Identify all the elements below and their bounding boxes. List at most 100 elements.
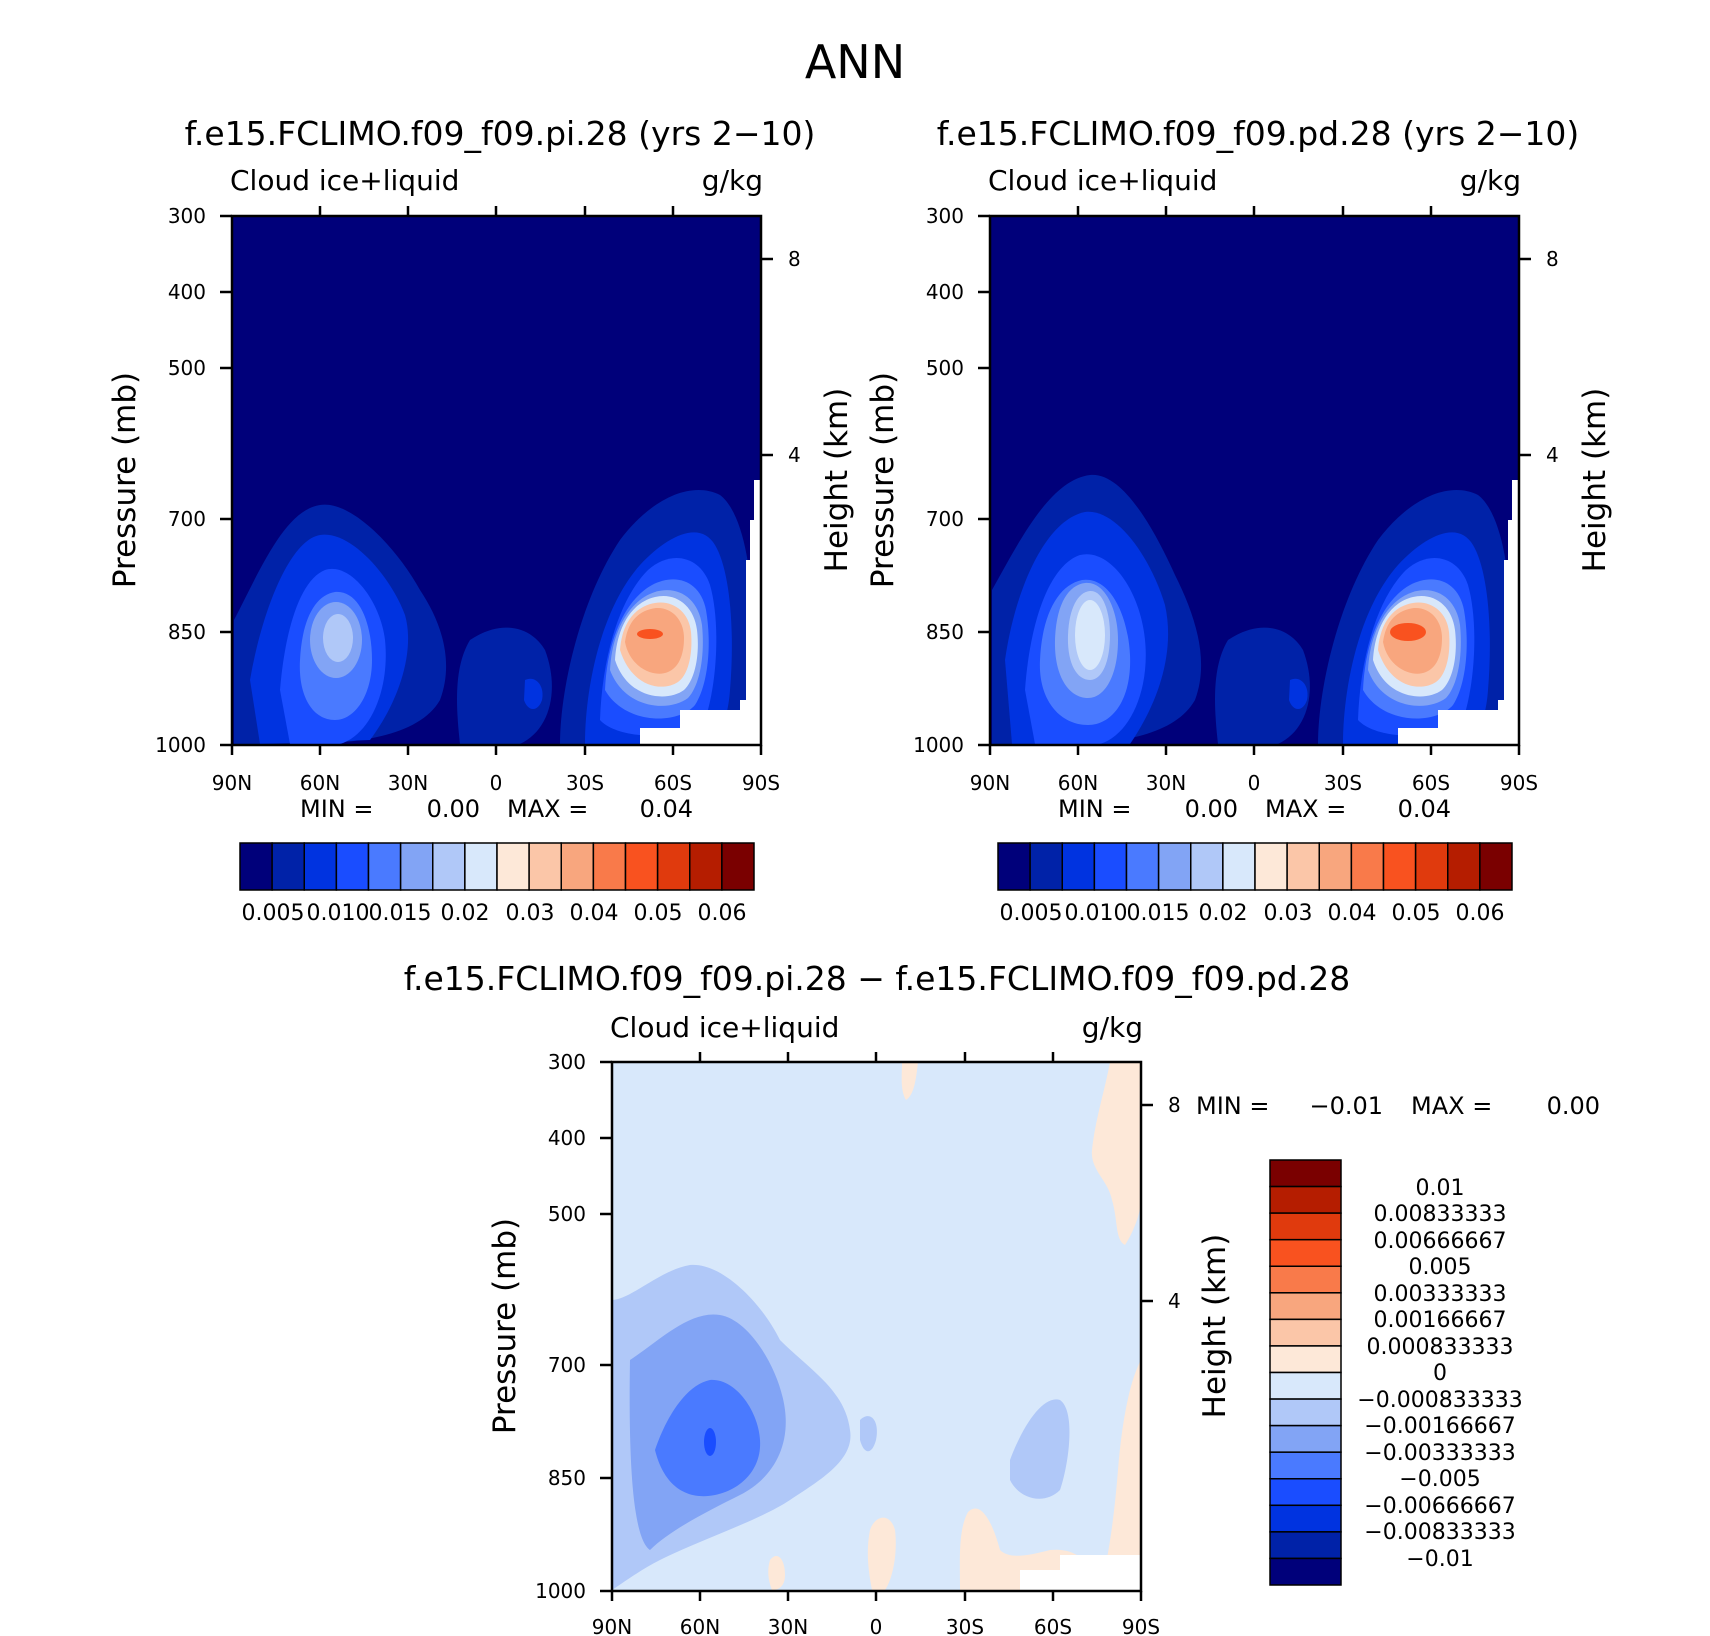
colorbar-box (592, 842, 627, 891)
colorbar-box (1350, 842, 1385, 891)
colorbar-label: 0.010 (307, 901, 370, 926)
panel-pd-field (990, 216, 1519, 745)
colorbar-label: 0.03 (1264, 901, 1313, 926)
contour-max-sh (637, 629, 663, 639)
colorbar-box (1414, 842, 1449, 891)
colorbar-label: 0.005 (1000, 901, 1063, 926)
colorbar-label: 0.02 (1199, 901, 1248, 926)
min-value: 0.00 (427, 795, 480, 823)
colorbar-label: −0.01 (1406, 1547, 1473, 1572)
panel-diff-axes (600, 1052, 1153, 1601)
max-value: 0.00 (1547, 1092, 1600, 1120)
y2-tick-label: 8 (1168, 1093, 1181, 1117)
positive-patch-right (1091, 1062, 1141, 1245)
colorbar-label: 0.04 (570, 901, 619, 926)
colorbar-box (1125, 842, 1160, 891)
y-tick-label: 500 (548, 1202, 586, 1226)
colorbar-box (560, 842, 595, 891)
x-tick-label: 30N (1146, 771, 1186, 795)
colorbar-box (367, 842, 402, 891)
y2-tick-label: 4 (788, 443, 801, 467)
panel-diff-units: g/kg (1082, 1011, 1143, 1044)
x-tick-label: 90S (742, 771, 780, 795)
panel-pd-xticklabels: 90N 60N 30N 0 30S 60S 90S (970, 771, 1538, 795)
colorbar-box (528, 842, 562, 891)
missing-data-mask (640, 480, 761, 744)
colorbar-box (1269, 1371, 1342, 1400)
colorbar-label: 0.00166667 (1374, 1308, 1507, 1333)
colorbar-label: −0.00666667 (1364, 1494, 1515, 1519)
colorbar-boxes (1269, 1159, 1342, 1586)
colorbar-pd: 0.005 0.010 0.015 0.02 0.03 0.04 0.05 0.… (997, 842, 1513, 926)
panel-diff-field (612, 1062, 1141, 1591)
colorbar-box (1029, 842, 1063, 891)
y2-tick-label: 4 (1168, 1289, 1181, 1313)
x-tick-label: 30N (768, 1615, 808, 1636)
colorbar-box (432, 842, 466, 891)
figure-title: ANN (805, 35, 905, 89)
max-label: MAX = (1265, 795, 1346, 823)
y-tick-label: 300 (926, 204, 964, 228)
y-tick-label: 500 (926, 356, 964, 380)
colorbar-box (1447, 842, 1481, 891)
x-tick-label: 90N (212, 771, 252, 795)
colorbar-label: 0.05 (1392, 901, 1441, 926)
panel-diff-yticklabels: 300 400 500 700 850 1000 8 4 (535, 1050, 1181, 1603)
y-tick-label: 1000 (155, 733, 206, 757)
min-label: MIN = (1196, 1092, 1269, 1120)
max-label: MAX = (507, 795, 588, 823)
colorbar-box (624, 842, 659, 891)
colorbar-box (1269, 1478, 1342, 1507)
y-axis-label: Pressure (mb) (107, 372, 143, 588)
colorbar-label: 0.015 (1127, 901, 1190, 926)
colorbar-box (1269, 1212, 1342, 1241)
contour-neg-0.0008-sh (1010, 1399, 1070, 1499)
panel-pd-units: g/kg (1460, 164, 1521, 197)
x-tick-label: 30S (566, 771, 604, 795)
colorbar-label: 0.04 (1328, 901, 1377, 926)
colorbar-label: 0.00833333 (1374, 1202, 1507, 1227)
x-tick-label: 60S (1034, 1615, 1072, 1636)
panel-pd-title: f.e15.FCLIMO.f09_f09.pd.28 (yrs 2−10) (937, 114, 1579, 153)
colorbar-label: −0.00833333 (1364, 1520, 1515, 1545)
x-tick-label: 90S (1500, 771, 1538, 795)
y-tick-label: 400 (926, 280, 964, 304)
colorbar-box (1318, 842, 1353, 891)
colorbar-box (1286, 842, 1320, 891)
panel-diff-xticklabels: 90N 60N 30N 0 30S 60S 90S (592, 1615, 1160, 1636)
colorbar-box (1190, 842, 1224, 891)
colorbar-diff: 0.01 0.00833333 0.00666667 0.005 0.00333… (1269, 1159, 1523, 1586)
min-label: MIN = (300, 795, 373, 823)
min-value: 0.00 (1185, 795, 1238, 823)
y2-tick-label: 4 (1546, 443, 1559, 467)
y-tick-label: 700 (926, 507, 964, 531)
colorbar-label: 0.00666667 (1374, 1229, 1507, 1254)
colorbar-label: 0.000833333 (1367, 1335, 1514, 1360)
panel-diff-variable: Cloud ice+liquid (610, 1011, 839, 1044)
y2-tick-label: 8 (788, 247, 801, 271)
contour-neg-0.005 (704, 1428, 716, 1456)
colorbar-box (689, 842, 723, 891)
colorbar-box (239, 842, 273, 891)
colorbar-box (1269, 1318, 1342, 1347)
y2-axis-label: Height (km) (819, 388, 855, 573)
colorbar-label: −0.000833333 (1357, 1388, 1522, 1413)
colorbar-box (1269, 1531, 1342, 1560)
colorbar-box (271, 842, 305, 891)
colorbar-box (464, 842, 498, 891)
panel-pi-units: g/kg (702, 164, 763, 197)
y2-tick-label: 8 (1546, 247, 1559, 271)
colorbar-label: 0.010 (1065, 901, 1128, 926)
x-tick-label: 0 (870, 1615, 883, 1636)
panel-pi-xticklabels: 90N 60N 30N 0 30S 60S 90S (212, 771, 780, 795)
colorbar-box (1269, 1292, 1342, 1321)
y-tick-label: 1000 (913, 733, 964, 757)
y2-axis-label: Height (km) (1197, 1234, 1233, 1419)
contour-0.03-nh (323, 614, 353, 662)
colorbar-box (656, 842, 691, 891)
x-tick-label: 30S (1324, 771, 1362, 795)
x-tick-label: 60S (1412, 771, 1450, 795)
colorbar-box (1157, 842, 1192, 891)
panel-pi-variable: Cloud ice+liquid (230, 164, 459, 197)
colorbar-box (721, 842, 755, 891)
